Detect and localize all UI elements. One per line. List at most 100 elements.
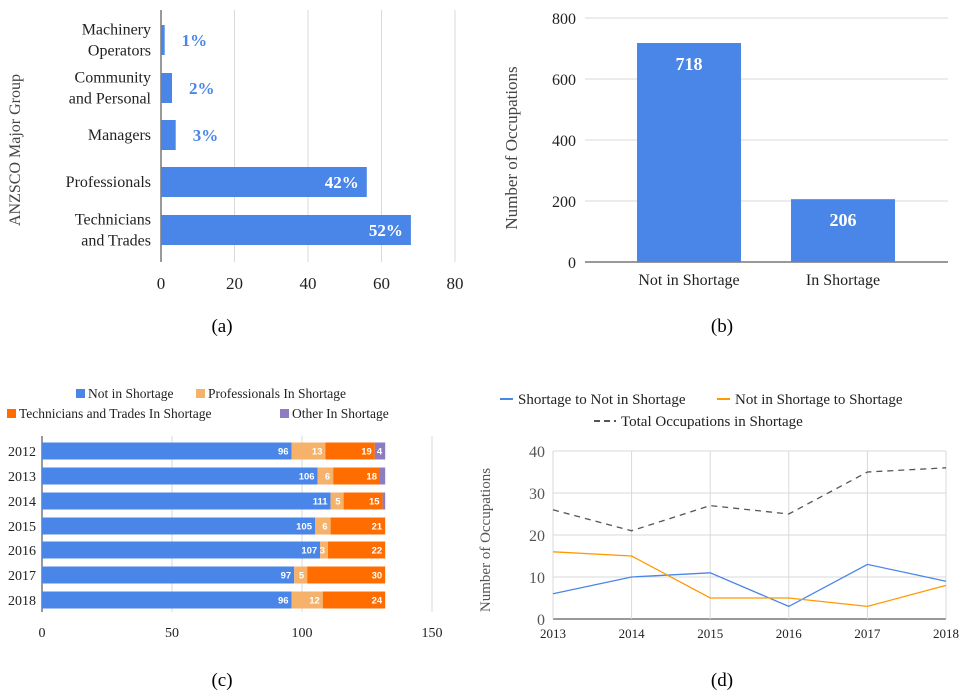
bar-segment (330, 517, 386, 535)
y-tick-label: 30 (529, 486, 545, 503)
caption-b: (b) (711, 316, 733, 337)
bar (161, 120, 176, 150)
chart-b: 0 200 400 600 800 Number of Occupations 718 Not… (502, 11, 948, 289)
bar (161, 25, 165, 55)
x-tick-label: 80 (447, 274, 464, 293)
series-line (552, 563, 947, 608)
x-tick-label: 60 (373, 274, 390, 293)
bar-segment (374, 442, 386, 460)
bar-segment (333, 467, 380, 485)
bar-segment (294, 566, 308, 584)
data-label: 96 (278, 447, 289, 458)
bar-segment (42, 541, 321, 559)
series-line (552, 551, 947, 608)
series-line (552, 467, 947, 532)
category-label: 2015 (8, 520, 36, 535)
category-label: Managers (88, 127, 151, 144)
bar-segment (42, 442, 292, 460)
data-label: 22 (372, 546, 383, 557)
legend-label: Other In Shortage (292, 406, 389, 421)
bar-segment (42, 517, 315, 535)
bar (637, 43, 741, 263)
x-tick-label: 0 (157, 274, 166, 293)
x-tick-label: 20 (226, 274, 243, 293)
bar-segment (343, 492, 383, 510)
bar-segment (42, 566, 295, 584)
x-tick-label: 40 (300, 274, 317, 293)
category-label: 2017 (8, 569, 36, 584)
bar-segment (320, 541, 328, 559)
category-label: Not in Shortage (638, 272, 739, 289)
legend-label: Technicians and Trades In Shortage (19, 406, 212, 421)
bar-segment (328, 541, 386, 559)
y-tick-label: 40 (529, 444, 545, 461)
bar-segment (315, 517, 331, 535)
data-label: 2% (189, 79, 215, 98)
data-label: 19 (361, 447, 372, 458)
x-tick-label: 50 (165, 626, 179, 641)
y-tick-label: 20 (529, 528, 545, 545)
bar-segment (291, 591, 323, 609)
legend-label: Professionals In Shortage (208, 386, 346, 401)
data-label: 111 (313, 497, 329, 508)
legend-label: Not in Shortage (88, 386, 174, 401)
x-tick-label: 2014 (619, 626, 646, 641)
y-tick-label: 0 (568, 255, 576, 272)
category-label: 2014 (8, 495, 36, 510)
x-tick-label: 2013 (540, 626, 566, 641)
category-label: Technicians (75, 212, 151, 229)
category-label: In Shortage (806, 272, 880, 289)
category-label: 2012 (8, 445, 36, 460)
bar-segment (307, 566, 386, 584)
data-label: 3% (193, 126, 219, 145)
data-label: 4 (377, 447, 383, 458)
legend-swatch (76, 389, 85, 398)
bar-segment (325, 442, 375, 460)
y-tick-label: 200 (552, 194, 576, 211)
bar-segment (42, 467, 318, 485)
bar-segment (322, 591, 386, 609)
x-tick-label: 2016 (776, 626, 803, 641)
bar-segment (317, 467, 334, 485)
category-label: 2018 (8, 594, 36, 609)
data-label: 18 (366, 472, 377, 483)
y-tick-label: 10 (529, 570, 545, 587)
category-label: 2016 (8, 544, 36, 559)
caption-a: (a) (211, 316, 232, 337)
category-label: Machinery (82, 22, 151, 39)
category-label: Professionals (66, 174, 151, 191)
chart-d: 0 10 20 30 40 2013 2014 2015 2016 2017 2018 Number … (478, 392, 959, 641)
x-tick-label: 2018 (933, 626, 959, 641)
x-tick-label: 150 (422, 626, 443, 641)
x-tick-label: 0 (39, 626, 46, 641)
category-label: Operators (88, 43, 151, 60)
y-axis-title: Number of Occupations (478, 468, 494, 612)
y-tick-label: 0 (537, 612, 545, 629)
data-label: 24 (372, 596, 383, 607)
caption-d: (d) (711, 670, 733, 691)
category-label: and Personal (69, 91, 152, 108)
data-label: 206 (830, 210, 857, 230)
data-label: 3 (320, 546, 325, 557)
bar (161, 167, 367, 197)
bar (161, 215, 411, 245)
bar-segment (42, 591, 292, 609)
bar (161, 73, 173, 103)
data-label: 6 (322, 522, 327, 533)
data-label: 97 (281, 571, 292, 582)
category-label: 2013 (8, 470, 36, 485)
data-label: 6 (325, 472, 330, 483)
x-tick-label: 2017 (854, 626, 881, 641)
data-label: 12 (309, 596, 320, 607)
data-label: 5 (335, 497, 341, 508)
y-axis-title: ANZSCO Major Group (7, 74, 24, 226)
category-label: and Trades (81, 233, 151, 250)
data-label: 96 (278, 596, 289, 607)
bar-segment (330, 492, 344, 510)
data-label: 30 (372, 571, 383, 582)
bar-segment (42, 492, 331, 510)
category-label: Community (75, 70, 151, 87)
x-tick-label: 2015 (697, 626, 723, 641)
data-label: 106 (299, 472, 315, 483)
